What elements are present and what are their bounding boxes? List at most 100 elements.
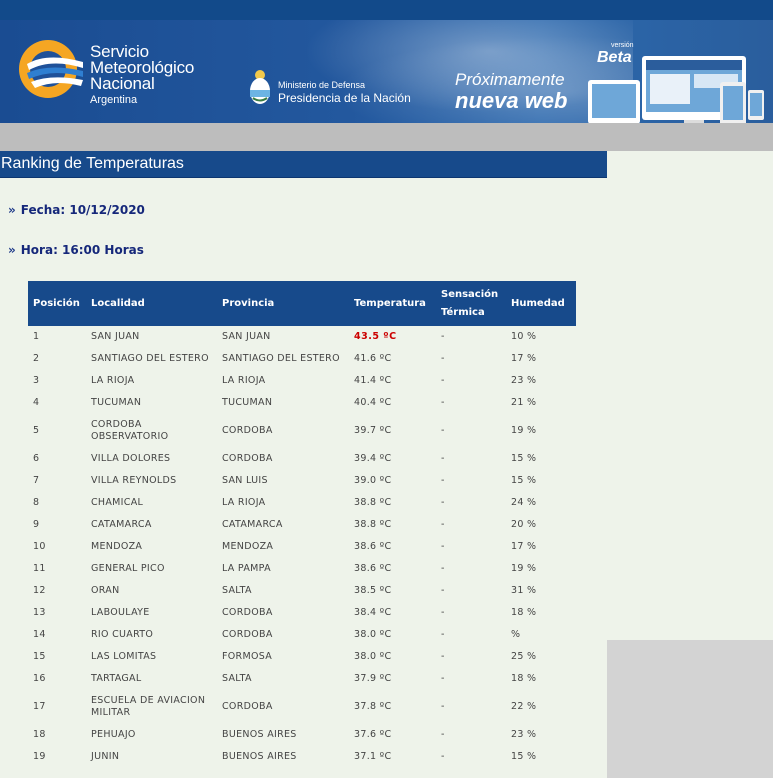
table-row: 1 SAN JUAN SAN JUAN 43.5 ºC - 10 % <box>28 326 576 348</box>
ministry-label: Ministerio de Defensa <box>278 80 366 90</box>
locality-cell: LA RIOJA <box>91 375 135 386</box>
province-cell: CATAMARCA <box>222 519 283 530</box>
temperature-cell: 41.6 ºC <box>354 353 392 364</box>
temperature-cell: 38.5 ºC <box>354 585 392 596</box>
temperature-cell: 38.8 ºC <box>354 497 392 508</box>
locality-cell: JUNIN <box>91 751 120 762</box>
smn-logo-icon[interactable] <box>17 38 85 100</box>
beta-small-label: versión <box>611 42 634 49</box>
position-cell: 7 <box>33 475 40 486</box>
temperature-cell: 38.4 ºC <box>354 607 392 618</box>
province-cell: CORDOBA <box>222 425 273 436</box>
banner-clouds <box>273 20 633 123</box>
org-name-line2: Meteorológico <box>90 58 195 77</box>
table-row: 13 LABOULAYE CORDOBA 38.4 ºC - 18 % <box>28 602 576 624</box>
thermal-sensation-cell: - <box>441 375 445 386</box>
national-emblem-icon <box>250 70 270 104</box>
presidency-label: Presidencia de la Nación <box>278 91 411 105</box>
temperature-cell: 41.4 ºC <box>354 375 392 386</box>
humidity-cell: 18 % <box>511 607 537 618</box>
government-label: Ministerio de Defensa Presidencia de la … <box>278 80 411 106</box>
humidity-cell: 23 % <box>511 375 537 386</box>
table-row: 3 LA RIOJA LA RIOJA 41.4 ºC - 23 % <box>28 370 576 392</box>
temperature-cell: 38.0 ºC <box>354 651 392 662</box>
temperature-cell: 38.8 ºC <box>354 519 392 530</box>
province-cell: LA RIOJA <box>222 375 266 386</box>
locality-cell: LABOULAYE <box>91 607 150 618</box>
devices-illustration-icon <box>588 56 764 123</box>
thermal-sensation-cell: - <box>441 453 445 464</box>
smn-logo-text[interactable]: Servicio Meteorológico Nacional Argentin… <box>90 43 195 107</box>
thermal-sensation-cell: - <box>441 585 445 596</box>
humidity-cell: 15 % <box>511 751 537 762</box>
province-cell: LA RIOJA <box>222 497 266 508</box>
humidity-cell: 24 % <box>511 497 537 508</box>
thermal-sensation-cell: - <box>441 607 445 618</box>
humidity-cell: 17 % <box>511 353 537 364</box>
position-cell: 19 <box>33 751 46 762</box>
locality-cell: CORDOBA OBSERVATORIO <box>91 419 169 442</box>
position-cell: 4 <box>33 397 40 408</box>
province-cell: SALTA <box>222 673 252 684</box>
position-cell: 12 <box>33 585 46 596</box>
temperature-cell: 38.6 ºC <box>354 541 392 552</box>
col-header-position: Posición <box>33 297 80 309</box>
site-banner: Servicio Meteorológico Nacional Argentin… <box>0 20 773 123</box>
time-label: Hora: 16:00 Horas <box>20 243 144 257</box>
temperature-cell: 37.9 ºC <box>354 673 392 684</box>
position-cell: 11 <box>33 563 46 574</box>
right-grey-panel <box>607 640 773 778</box>
thermal-sensation-cell: - <box>441 331 445 342</box>
temperature-cell: 39.4 ºC <box>354 453 392 464</box>
thermal-sensation-cell: - <box>441 425 445 436</box>
humidity-cell: 10 % <box>511 331 537 342</box>
date-label: Fecha: 10/12/2020 <box>20 203 145 217</box>
temperature-cell: 37.1 ºC <box>354 751 392 762</box>
nav-grey-bar <box>0 123 773 151</box>
position-cell: 1 <box>33 331 40 342</box>
position-cell: 2 <box>33 353 40 364</box>
locality-cell: RIO CUARTO <box>91 629 154 640</box>
locality-cell: CHAMICAL <box>91 497 144 508</box>
position-cell: 16 <box>33 673 46 684</box>
temperature-ranking-table: Posición Localidad Provincia Temperatura… <box>28 281 576 768</box>
humidity-cell: 23 % <box>511 729 537 740</box>
humidity-cell: 17 % <box>511 541 537 552</box>
thermal-sensation-cell: - <box>441 701 445 712</box>
locality-cell: SAN JUAN <box>91 331 140 342</box>
position-cell: 9 <box>33 519 40 530</box>
thermal-sensation-cell: - <box>441 563 445 574</box>
province-cell: MENDOZA <box>222 541 274 552</box>
province-cell: BUENOS AIRES <box>222 729 297 740</box>
locality-cell: CATAMARCA <box>91 519 152 530</box>
thermal-sensation-cell: - <box>441 751 445 762</box>
position-cell: 17 <box>33 701 46 712</box>
thermal-sensation-cell: - <box>441 353 445 364</box>
section-header: Ranking de Temperaturas <box>0 151 607 178</box>
thermal-sensation-cell: - <box>441 629 445 640</box>
humidity-cell: 15 % <box>511 453 537 464</box>
time-info: » Hora: 16:00 Horas <box>8 243 144 257</box>
table-row: 14 RIO CUARTO CORDOBA 38.0 ºC -% <box>28 624 576 646</box>
temperature-cell: 37.8 ºC <box>354 701 392 712</box>
province-cell: LA PAMPA <box>222 563 271 574</box>
table-row: 5 CORDOBA OBSERVATORIO CORDOBA 39.7 ºC - 19 % <box>28 414 576 448</box>
thermal-sensation-cell: - <box>441 397 445 408</box>
temperature-cell: 39.0 ºC <box>354 475 392 486</box>
humidity-cell: 15 % <box>511 475 537 486</box>
table-row: 18 PEHUAJO BUENOS AIRES 37.6 ºC - 23 % <box>28 724 576 746</box>
promo-line1: Próximamente <box>455 70 565 89</box>
locality-cell: MENDOZA <box>91 541 143 552</box>
table-row: 15 LAS LOMITAS FORMOSA 38.0 ºC - 25 % <box>28 646 576 668</box>
thermal-sensation-cell: - <box>441 729 445 740</box>
humidity-cell: 25 % <box>511 651 537 662</box>
org-country: Argentina <box>90 94 138 106</box>
humidity-cell: 21 % <box>511 397 537 408</box>
humidity-cell: 22 % <box>511 701 537 712</box>
temperature-cell: 39.7 ºC <box>354 425 392 436</box>
locality-cell: LAS LOMITAS <box>91 651 157 662</box>
table-row: 16 TARTAGAL SALTA 37.9 ºC - 18 % <box>28 668 576 690</box>
new-web-promo[interactable]: Próximamente nueva web <box>455 70 567 112</box>
province-cell: SAN JUAN <box>222 331 271 342</box>
humidity-cell: 31 % <box>511 585 537 596</box>
